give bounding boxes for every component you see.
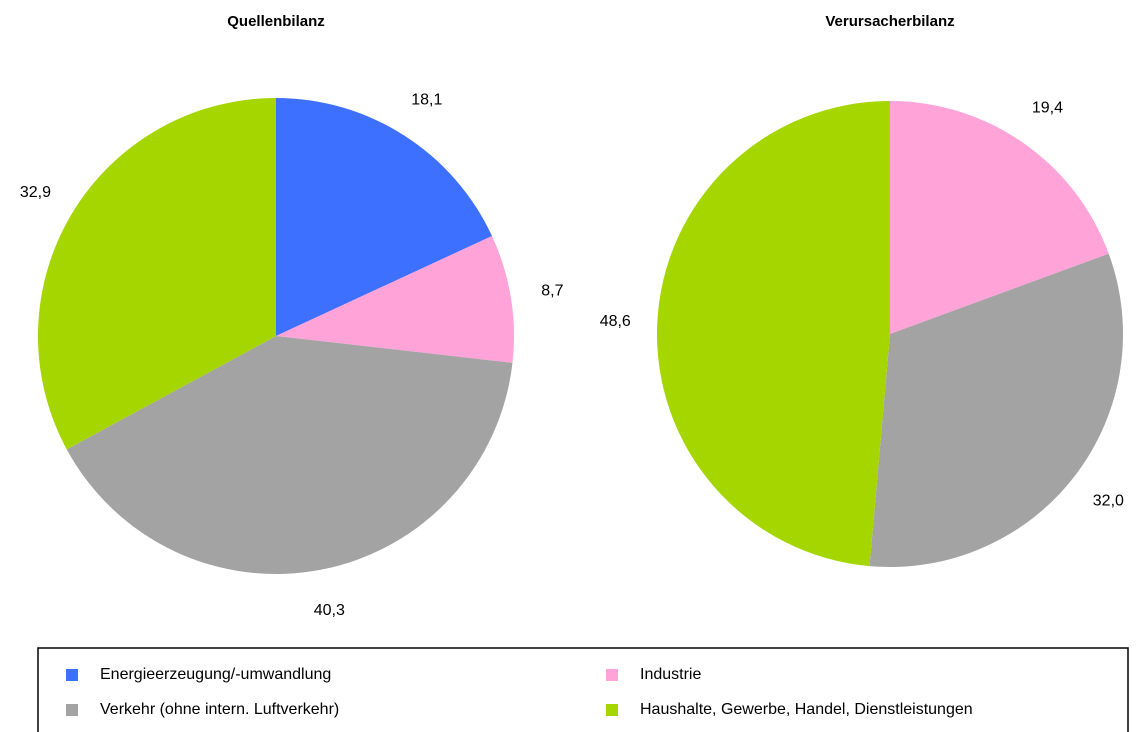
legend-swatch <box>606 704 618 716</box>
legend-swatch <box>606 669 618 681</box>
legend-label: Haushalte, Gewerbe, Handel, Dienstleistu… <box>640 701 973 718</box>
legend-label: Energieerzeugung/-umwandlung <box>100 666 331 683</box>
pie-slice <box>869 253 1123 567</box>
data-label: 8,7 <box>541 283 563 300</box>
chart-title: Quellenbilanz <box>227 13 325 30</box>
legend-swatch <box>66 669 78 681</box>
pie-slice <box>276 98 492 336</box>
legend-box <box>37 647 1129 732</box>
data-label: 48,6 <box>600 313 631 330</box>
pie-slice <box>37 98 276 450</box>
chart-title: Verursacherbilanz <box>825 13 954 30</box>
legend-label: Industrie <box>640 666 701 683</box>
legend-label: Verkehr (ohne intern. Luftverkehr) <box>100 701 339 718</box>
pie-slice <box>276 236 514 363</box>
pie-slice <box>656 101 890 567</box>
data-label: 32,0 <box>1093 492 1124 509</box>
data-label: 19,4 <box>1032 100 1063 117</box>
pie-slice <box>890 101 1109 334</box>
pie-slice <box>66 336 513 574</box>
legend-swatch <box>66 704 78 716</box>
data-label: 18,1 <box>411 91 442 108</box>
data-label: 40,3 <box>314 602 345 619</box>
data-label: 32,9 <box>20 184 51 201</box>
